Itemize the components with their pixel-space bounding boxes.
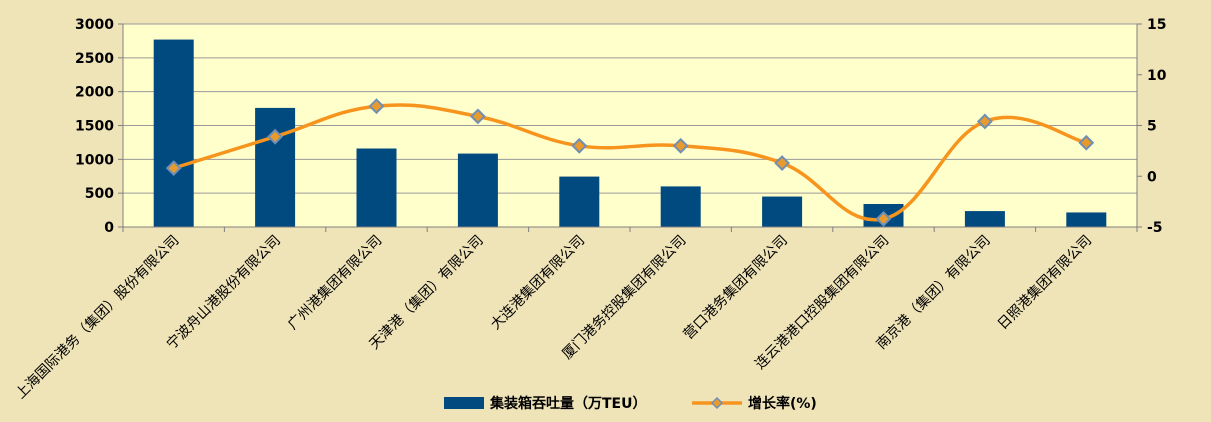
y-right-tick-label: 10 — [1147, 68, 1167, 84]
line-point — [1078, 134, 1095, 151]
line-point — [165, 160, 182, 177]
line-point — [672, 137, 689, 154]
line-point — [774, 155, 791, 171]
legend-line-marker — [710, 396, 724, 410]
line-series — [165, 98, 1095, 227]
y-right-tick-label: 0 — [1147, 169, 1157, 185]
y-left-tick-label: 500 — [85, 186, 114, 202]
line-point — [469, 108, 486, 125]
y-left-tick-label: 1500 — [75, 119, 114, 135]
bar — [762, 196, 803, 227]
growth-line — [173, 103, 1087, 222]
legend-bar-label: 集装箱吞吐量（万TEU） — [489, 395, 646, 412]
line-point — [875, 210, 892, 227]
bar — [457, 153, 498, 227]
y-left-tick-label: 2000 — [75, 85, 114, 101]
y-left-tick-label: 2500 — [75, 51, 114, 67]
y-left-tick-label: 1000 — [75, 152, 114, 168]
y-right-tick-label: -5 — [1147, 220, 1163, 236]
line-point — [368, 98, 385, 115]
bar — [153, 39, 194, 228]
y-left-tick-label: 0 — [104, 220, 114, 236]
line-point — [976, 113, 993, 130]
y-left-tick-label: 3000 — [75, 17, 114, 33]
bar — [964, 211, 1005, 227]
bar — [1066, 212, 1107, 227]
bar — [255, 107, 296, 227]
legend-line-label: 增长率(%) — [748, 395, 817, 412]
legend-bar-swatch — [444, 397, 484, 409]
bar — [559, 176, 600, 227]
bar — [356, 148, 397, 227]
bar-series — [153, 39, 1107, 228]
bar — [660, 186, 701, 227]
line-point — [267, 128, 284, 145]
legend: 集装箱吞吐量（万TEU） 增长率(%) — [444, 395, 817, 412]
y-right-tick-label: 15 — [1147, 17, 1166, 33]
y-right-tick-label: 5 — [1147, 119, 1157, 135]
line-point — [571, 137, 588, 154]
